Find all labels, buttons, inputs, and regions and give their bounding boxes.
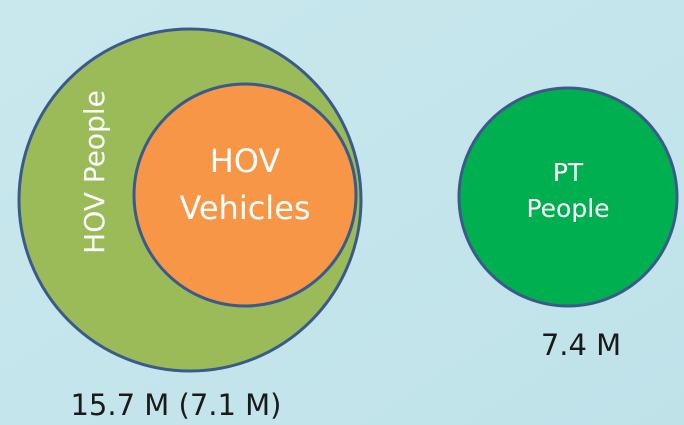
hov-people-label: HOV People [78,90,111,254]
pt-people-label: People [526,194,609,223]
hov-caption: 15.7 M (7.1 M) [70,388,281,422]
pt-caption: 7.4 M [541,328,621,362]
pt-people-circle [457,86,679,308]
pt-people-label: PT [553,158,584,187]
hov-vehicles-label: Vehicles [179,189,310,227]
hov-vehicles-circle [132,82,358,308]
hov-vehicles-label: HOV [210,142,281,180]
